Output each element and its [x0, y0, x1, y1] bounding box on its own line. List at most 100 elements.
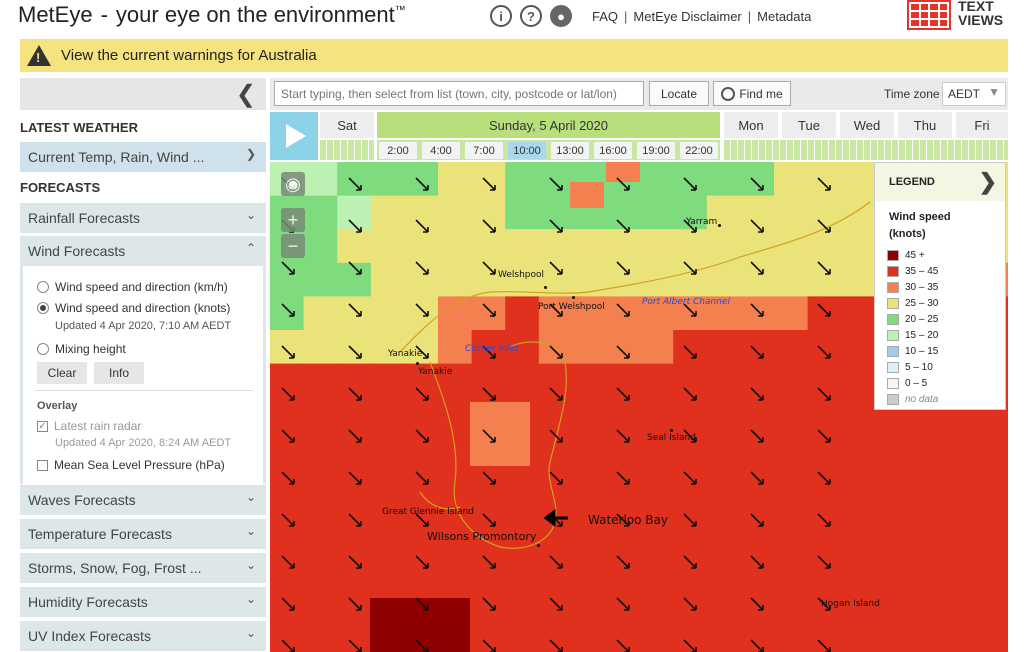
wind-forecasts-section[interactable]: Wind Forecasts ⌃ [20, 236, 266, 266]
chevron-left-icon[interactable]: ❮ [235, 81, 256, 108]
mslp-option[interactable]: Mean Sea Level Pressure (hPa) [37, 458, 225, 472]
wind-arrow-icon [683, 513, 697, 527]
waves-forecasts-section[interactable]: Waves Forecasts ⌄ [20, 485, 266, 515]
hour-1900[interactable]: 19:00 [637, 142, 675, 159]
day-wed[interactable]: Wed [840, 112, 894, 138]
wind-cell [706, 498, 741, 533]
hour-1300[interactable]: 13:00 [551, 142, 589, 159]
wind-arrow-icon [348, 261, 362, 275]
day-sunday[interactable]: Sunday, 5 April 2020 [377, 112, 720, 138]
faq-link[interactable]: FAQ [592, 9, 619, 24]
radio-kmh[interactable] [37, 281, 49, 293]
legend-item: 20 – 25 [875, 311, 1005, 327]
site-title: MetEye - your eye on the environment™ [18, 2, 406, 28]
wind-cell [606, 296, 641, 331]
radio-mixing[interactable] [37, 343, 49, 355]
wind-cell [438, 498, 473, 533]
place-yarram: Yarram [686, 217, 718, 227]
wind-cell [841, 363, 876, 398]
wind-cell [303, 397, 338, 432]
hour-0700[interactable]: 7:00 [465, 142, 503, 159]
current-weather-section[interactable]: Current Temp, Rain, Wind ... ❯ [20, 142, 266, 172]
wind-cell [942, 464, 977, 499]
place-seal-island: Seal Island [647, 433, 696, 443]
wind-arrow-icon [683, 639, 697, 652]
place-port-albert-channel: Port Albert Channel [642, 297, 730, 307]
forecasts-heading: FORECASTS [20, 180, 101, 195]
help-icon[interactable]: ? [520, 5, 542, 27]
wind-arrow-icon [750, 261, 764, 275]
find-me-button[interactable]: Find me [713, 81, 791, 106]
feedback-icon[interactable]: ● [550, 5, 572, 27]
wind-cell [841, 330, 876, 365]
wind-arrow-icon [817, 261, 831, 275]
wind-cell [337, 363, 372, 398]
day-tue[interactable]: Tue [782, 112, 836, 138]
hour-0200[interactable]: 2:00 [379, 142, 417, 159]
mixing-height-option[interactable]: Mixing height [37, 342, 126, 356]
wind-cell [337, 531, 372, 566]
wind-cell [370, 430, 405, 465]
wind-arrow-icon [616, 219, 630, 233]
wind-cell [404, 397, 439, 432]
hour-1000[interactable]: 10:00 [508, 142, 546, 159]
clear-button[interactable]: Clear [37, 362, 87, 384]
wind-cell [270, 498, 305, 533]
wind-knots-label: Wind speed and direction (knots) [55, 301, 231, 315]
radio-knots[interactable] [37, 302, 49, 314]
zoom-in-icon[interactable]: + [281, 208, 305, 232]
hour-2200[interactable]: 22:00 [680, 142, 718, 159]
wind-map[interactable]: ◉ + − Yarram Welshpool Port Welshpool Po… [270, 162, 1008, 652]
timezone-select[interactable]: AEDT ▼ [942, 82, 1006, 106]
australia-reset-icon[interactable]: ◉ [281, 172, 305, 196]
hour-1600[interactable]: 16:00 [594, 142, 632, 159]
rainfall-forecasts-section[interactable]: Rainfall Forecasts ⌄ [20, 203, 266, 233]
wind-cell [706, 430, 741, 465]
chevron-right-icon[interactable]: ❯ [978, 169, 997, 194]
uv-forecasts-section[interactable]: UV Index Forecasts ⌄ [20, 621, 266, 651]
zoom-out-icon[interactable]: − [281, 234, 305, 258]
wind-kmh-option[interactable]: Wind speed and direction (km/h) [37, 280, 228, 294]
wind-cell [404, 464, 439, 499]
wind-arrow-icon [415, 177, 429, 191]
wind-cell [404, 162, 439, 197]
timeline-ticks-sat[interactable] [320, 140, 374, 160]
day-thu[interactable]: Thu [898, 112, 952, 138]
wind-cell [706, 195, 741, 230]
wind-knots-option[interactable]: Wind speed and direction (knots) [37, 301, 230, 315]
day-mon[interactable]: Mon [724, 112, 778, 138]
wind-arrow-icon [415, 345, 429, 359]
legend-item: 0 – 5 [875, 375, 1005, 391]
temperature-forecasts-section[interactable]: Temperature Forecasts ⌄ [20, 519, 266, 549]
mslp-checkbox[interactable] [37, 459, 48, 471]
day-fri[interactable]: Fri [956, 112, 1008, 138]
wind-cell [370, 397, 405, 432]
legend-label: 5 – 10 [905, 361, 933, 373]
wind-cell [337, 632, 372, 652]
play-button[interactable] [270, 112, 318, 160]
wind-arrow-icon [415, 597, 429, 611]
day-sat[interactable]: Sat [320, 112, 374, 138]
info-button[interactable]: Info [94, 362, 144, 384]
wind-cell [471, 195, 506, 230]
sidebar-collapse-bar[interactable]: ❮ [20, 78, 266, 110]
search-input[interactable] [274, 81, 644, 106]
disclaimer-link[interactable]: MetEye Disclaimer [633, 9, 742, 24]
chevron-down-icon: ⌄ [245, 592, 256, 606]
wind-cell [538, 330, 573, 365]
wind-cell [572, 397, 607, 432]
locate-button[interactable]: Locate [649, 81, 709, 106]
wind-arrow-icon [348, 639, 362, 652]
storms-forecasts-section[interactable]: Storms, Snow, Fog, Frost ... ⌄ [20, 553, 266, 583]
hour-0400[interactable]: 4:00 [422, 142, 460, 159]
text-views-icon[interactable] [907, 0, 951, 30]
timeline-ticks-later[interactable] [724, 140, 1008, 160]
metadata-link[interactable]: Metadata [757, 9, 812, 24]
text-views-link[interactable]: TEXT VIEWS [958, 0, 1018, 27]
wind-arrow-icon [281, 303, 295, 317]
humidity-forecasts-section[interactable]: Humidity Forecasts ⌄ [20, 587, 266, 617]
wind-arrow-icon [348, 177, 362, 191]
legend-header[interactable]: LEGEND ❯ [875, 163, 1005, 201]
info-icon[interactable]: i [490, 5, 512, 27]
warnings-banner[interactable]: View the current warnings for Australia [20, 39, 1008, 72]
